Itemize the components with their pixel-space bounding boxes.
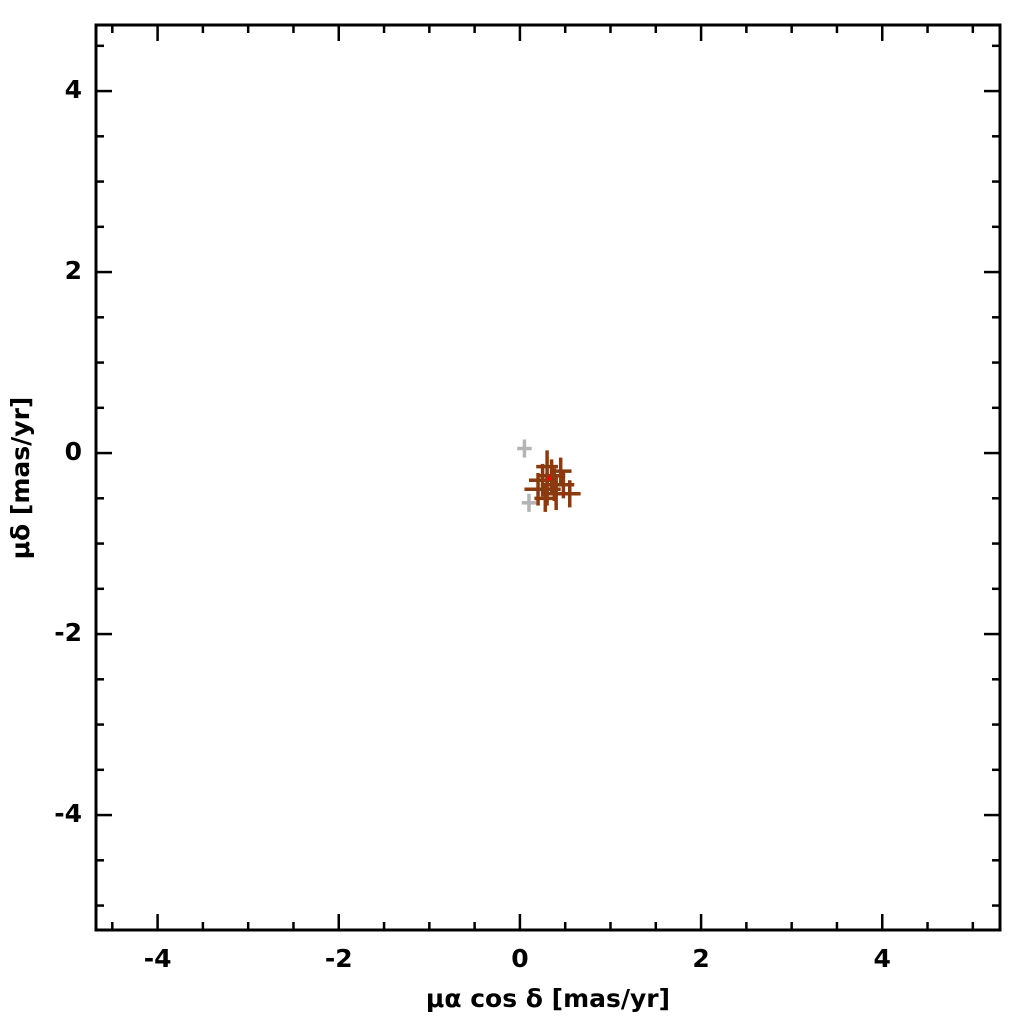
y-tick-label: -2 — [54, 618, 82, 647]
x-tick-label: -2 — [325, 944, 353, 973]
x-tick-label: 0 — [511, 944, 528, 973]
x-tick-label: 2 — [692, 944, 709, 973]
error-cross — [534, 484, 557, 512]
plot-frame — [94, 23, 1002, 932]
y-axis-label: μδ [mas/yr] — [6, 397, 35, 560]
error-cross — [552, 471, 575, 499]
y-tick-label: 2 — [65, 256, 82, 285]
y-tick-label: 0 — [65, 437, 82, 466]
error-cross — [524, 472, 552, 506]
error-cross — [547, 476, 551, 481]
error-cross — [521, 493, 537, 512]
y-tick-label: -4 — [54, 799, 82, 828]
x-tick-label: -4 — [144, 944, 172, 973]
x-axis-label: μα cos δ [mas/yr] — [426, 984, 670, 1013]
error-cross — [517, 439, 532, 458]
y-tick-label: 4 — [65, 75, 82, 104]
x-tick-label: 4 — [874, 944, 891, 973]
